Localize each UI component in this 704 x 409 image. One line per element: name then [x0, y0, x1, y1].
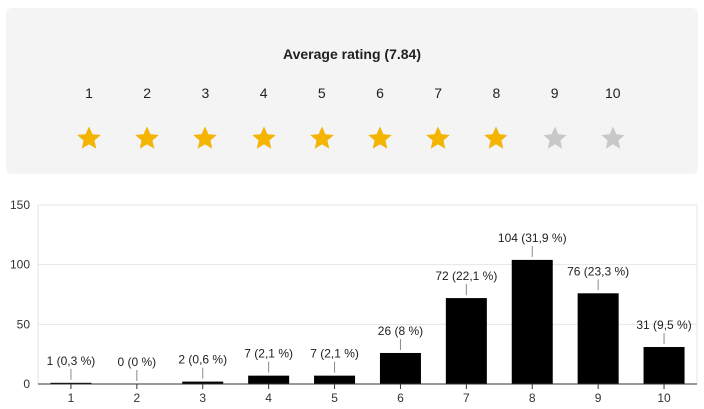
x-tick-label: 10 — [657, 391, 671, 405]
bar — [511, 259, 553, 384]
y-tick-label: 100 — [10, 258, 30, 272]
bar — [50, 382, 92, 384]
y-tick-label: 150 — [10, 198, 30, 212]
bar — [577, 293, 619, 384]
x-tick-label: 5 — [331, 391, 338, 405]
bar — [643, 347, 685, 384]
rating-scale-label-2: 2 — [143, 85, 152, 101]
x-tick-label: 3 — [199, 391, 206, 405]
bar — [379, 352, 421, 384]
average-rating-title: Average rating (7.84) — [283, 46, 421, 62]
x-tick-label: 4 — [265, 391, 272, 405]
rating-scale-label-8: 8 — [492, 85, 501, 101]
bar — [248, 375, 290, 384]
star-icon — [308, 124, 336, 152]
star-icon — [191, 124, 219, 152]
rating-scale-label-10: 10 — [605, 85, 621, 101]
star-icon — [541, 124, 569, 152]
star-icon — [424, 124, 452, 152]
data-label: 7 (2,1 %) — [244, 347, 293, 361]
data-label: 7 (2,1 %) — [310, 347, 359, 361]
data-label: 72 (22,1 %) — [435, 269, 497, 283]
average-rating-card: Average rating (7.84) 1 2 3 4 5 6 7 8 9 10 — [6, 8, 698, 174]
x-tick-label: 8 — [529, 391, 536, 405]
bar — [182, 381, 224, 384]
star-icon — [366, 124, 394, 152]
star-icon — [599, 124, 627, 152]
bar — [445, 298, 487, 384]
star-icon — [482, 124, 510, 152]
rating-distribution-chart: 0 50 100 150 1 (0,3 %) 1 0 (0 %) 2 2 (0,6 %) 3 7 (… — [10, 198, 698, 405]
star-icon — [133, 124, 161, 152]
rating-scale-label-3: 3 — [201, 85, 210, 101]
data-label: 2 (0,6 %) — [178, 353, 227, 367]
rating-scale-label-6: 6 — [376, 85, 384, 101]
x-tick-label: 1 — [68, 391, 75, 405]
rating-scale-label-1: 1 — [85, 85, 93, 101]
star-icon — [250, 124, 278, 152]
rating-scale-label-4: 4 — [259, 85, 268, 101]
x-tick-label: 2 — [134, 391, 141, 405]
data-label: 1 (0,3 %) — [47, 354, 96, 368]
x-tick-label: 9 — [595, 391, 602, 405]
rating-scale-label-9: 9 — [550, 85, 559, 101]
bar — [314, 375, 356, 384]
x-tick-label: 7 — [463, 391, 470, 405]
data-label: 0 (0 %) — [118, 355, 157, 369]
x-tick-label: 6 — [397, 391, 404, 405]
data-label: 104 (31,9 %) — [498, 231, 567, 245]
star-icon — [75, 124, 103, 152]
y-tick-label: 0 — [23, 377, 30, 391]
data-label: 76 (23,3 %) — [567, 264, 629, 278]
rating-scale-label-5: 5 — [317, 85, 326, 101]
data-label: 26 (8 %) — [378, 324, 423, 338]
rating-scale-label-7: 7 — [434, 85, 443, 101]
y-tick-label: 50 — [17, 317, 31, 331]
data-label: 31 (9,5 %) — [636, 318, 691, 332]
